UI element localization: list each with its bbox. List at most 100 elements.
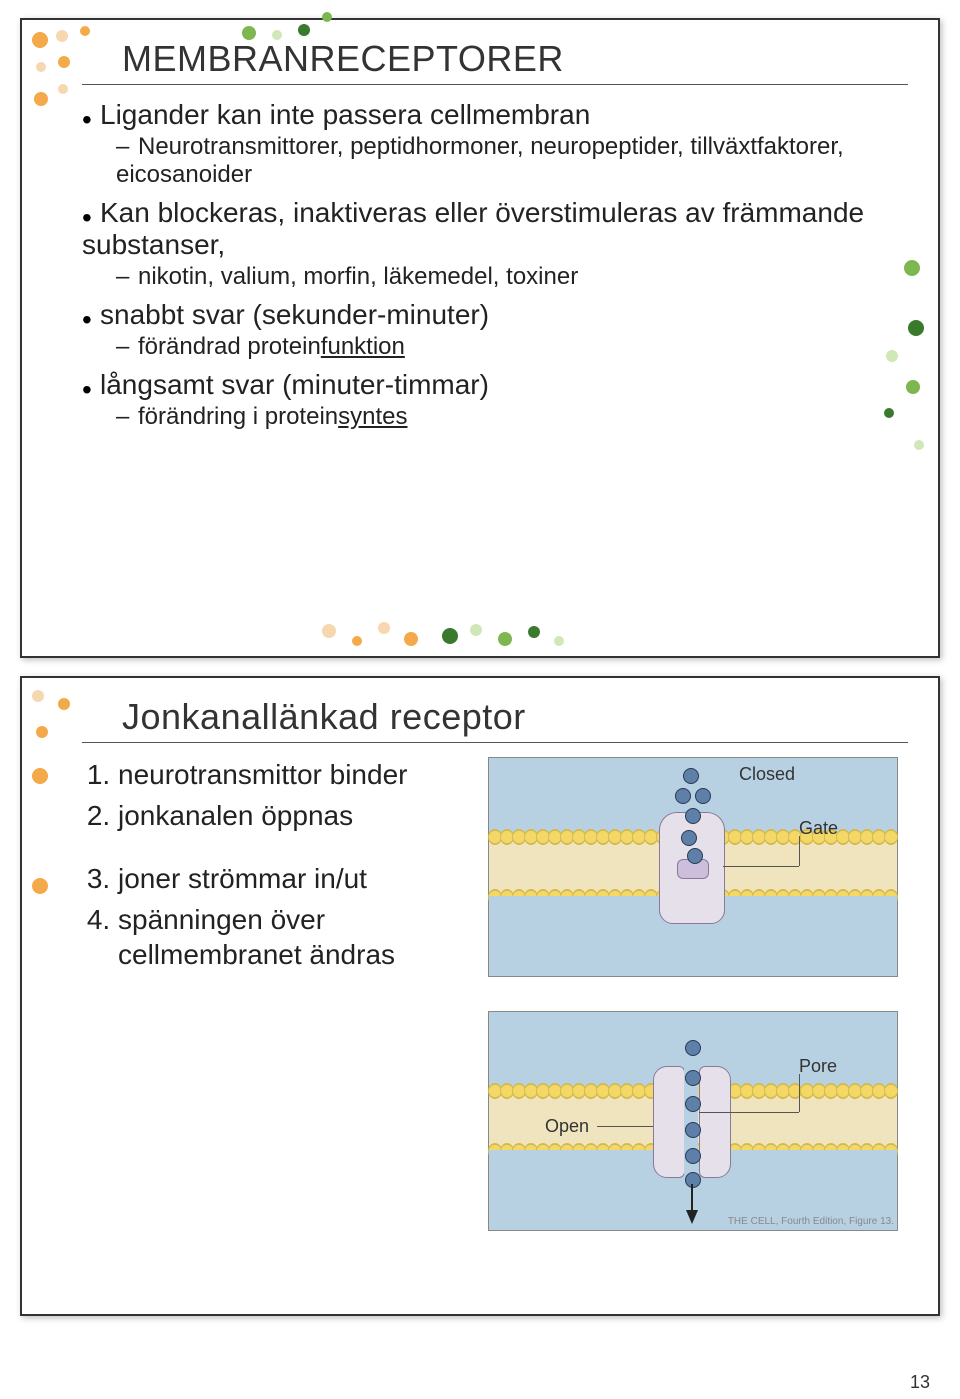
sub-bullets: nikotin, valium, morfin, läkemedel, toxi… — [116, 263, 908, 291]
arrow-down-icon — [686, 1210, 698, 1224]
decor-dot — [56, 30, 68, 42]
slide-2: Jonkanallänkad receptor neurotransmittor… — [20, 676, 940, 1316]
dash-marker — [116, 403, 138, 431]
decor-dot — [36, 62, 46, 72]
sub-text: Neurotransmittorer, peptidhormoner, neur… — [116, 133, 844, 188]
diagram-panel-closed: Closed Gate — [488, 757, 898, 977]
decor-dot — [378, 622, 390, 634]
sub-item: förändrad proteinfunktion — [116, 333, 908, 361]
slide-2-inner: Jonkanallänkad receptor neurotransmittor… — [22, 678, 938, 1314]
sub-bullets: förändring i proteinsyntes — [116, 403, 908, 431]
decor-dot — [904, 260, 920, 276]
bullet-item: Ligander kan inte passera cellmembran Ne… — [82, 99, 908, 189]
leader-line — [799, 836, 800, 866]
slide-2-list-2: joner strömmar in/ut spänningen över cel… — [82, 861, 468, 972]
bullet-text: snabbt svar (sekunder-minuter) — [100, 299, 489, 330]
ion — [675, 788, 691, 804]
bullet-item: Kan blockeras, inaktiveras eller översti… — [82, 197, 908, 291]
ion — [685, 1040, 701, 1056]
bullet-text: Kan blockeras, inaktiveras eller översti… — [82, 197, 864, 260]
decor-dot — [298, 24, 310, 36]
slide-1: MEMBRANRECEPTORER Ligander kan inte pass… — [20, 18, 940, 658]
decor-dot — [886, 350, 898, 362]
list-item: spänningen över cellmembranet ändras — [118, 902, 468, 972]
ion — [683, 768, 699, 784]
decor-dot — [528, 626, 540, 638]
decor-dot — [470, 624, 482, 636]
label-gate: Gate — [799, 818, 838, 839]
leader-line — [597, 1126, 653, 1127]
sub-bullets: förändrad proteinfunktion — [116, 333, 908, 361]
list-item: neurotransmittor binder — [118, 757, 468, 792]
decor-dot — [322, 624, 336, 638]
dash-marker — [116, 263, 138, 291]
decor-dot — [32, 768, 48, 784]
sub-bullets: Neurotransmittorer, peptidhormoner, neur… — [116, 133, 908, 189]
dash-marker — [116, 133, 138, 161]
diagram-panel-open: Open Pore — [488, 1011, 898, 1231]
ion — [687, 848, 703, 864]
bullet-marker — [82, 311, 100, 329]
sub-item: förändring i proteinsyntes — [116, 403, 908, 431]
decor-dot — [498, 632, 512, 646]
slide-2-title: Jonkanallänkad receptor — [122, 696, 908, 738]
decor-dot — [58, 56, 70, 68]
decor-dot — [322, 12, 332, 22]
decor-dot — [442, 628, 458, 644]
decor-dot — [352, 636, 362, 646]
decor-dot — [36, 726, 48, 738]
decor-dot — [272, 30, 282, 40]
slide-1-title: MEMBRANRECEPTORER — [122, 38, 908, 80]
ion-channel-diagram: Closed Gate — [488, 757, 898, 1231]
decor-dot — [884, 408, 894, 418]
channel-left — [653, 1066, 685, 1178]
decor-dot — [554, 636, 564, 646]
ion — [685, 1172, 701, 1188]
arrow-stem — [691, 1184, 693, 1212]
ion — [685, 808, 701, 824]
decor-dot — [242, 26, 256, 40]
dash-marker — [116, 333, 138, 361]
decor-dot — [32, 690, 44, 702]
label-closed: Closed — [739, 764, 795, 785]
decor-dot — [58, 84, 68, 94]
bullet-marker — [82, 381, 100, 399]
leader-line — [699, 1112, 799, 1113]
sub-text: nikotin, valium, morfin, läkemedel, toxi… — [138, 263, 578, 290]
bullet-text: långsamt svar (minuter-timmar) — [100, 369, 489, 400]
channel-right — [699, 1066, 731, 1178]
ion — [685, 1122, 701, 1138]
slide-1-inner: MEMBRANRECEPTORER Ligander kan inte pass… — [22, 20, 938, 656]
title-rule — [82, 742, 908, 743]
leader-line — [799, 1074, 800, 1112]
bullet-item: snabbt svar (sekunder-minuter) förändrad… — [82, 299, 908, 361]
ion — [685, 1070, 701, 1086]
bullet-item: långsamt svar (minuter-timmar) förändrin… — [82, 369, 908, 431]
decor-dot — [914, 440, 924, 450]
sub-item: nikotin, valium, morfin, läkemedel, toxi… — [116, 263, 908, 291]
diagram-credit: THE CELL, Fourth Edition, Figure 13. — [728, 1216, 894, 1227]
channel-closed — [659, 812, 725, 924]
slide-2-left: neurotransmittor binder jonkanalen öppna… — [82, 757, 468, 1265]
decor-dot — [908, 320, 924, 336]
list-item: jonkanalen öppnas — [118, 798, 468, 833]
slide-2-content: neurotransmittor binder jonkanalen öppna… — [82, 757, 908, 1265]
title-rule — [82, 84, 908, 85]
decor-dot — [80, 26, 90, 36]
ion — [681, 830, 697, 846]
decor-dot — [58, 698, 70, 710]
sub-item: Neurotransmittorer, peptidhormoner, neur… — [116, 133, 908, 189]
decor-dot — [404, 632, 418, 646]
bullet-marker — [82, 111, 100, 129]
ion — [685, 1096, 701, 1112]
label-pore: Pore — [799, 1056, 837, 1077]
decor-dot — [32, 878, 48, 894]
bullet-text: Ligander kan inte passera cellmembran — [100, 99, 590, 130]
bullet-marker — [82, 209, 100, 227]
list-item: joner strömmar in/ut — [118, 861, 468, 896]
sub-text: förändrad proteinfunktion — [138, 333, 405, 360]
ion — [685, 1148, 701, 1164]
leader-line — [723, 866, 799, 867]
sub-text: förändring i proteinsyntes — [138, 403, 408, 430]
label-open: Open — [545, 1116, 589, 1137]
